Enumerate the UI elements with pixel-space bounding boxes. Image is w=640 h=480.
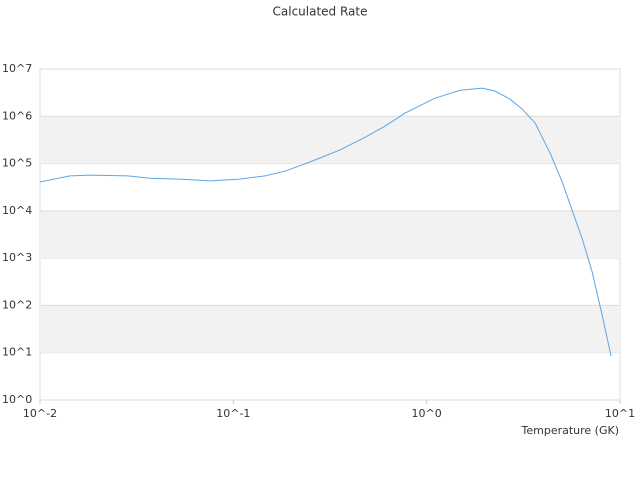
plot: 10^010^110^210^310^410^510^610^710^-2 10^…: [2, 62, 635, 420]
bands: [39, 68, 621, 401]
chart-title: Calculated Rate: [273, 5, 368, 19]
grid-band: [40, 210, 620, 259]
x-tick-label: 10^-2: [23, 407, 57, 420]
y-tick-label: 10^3: [2, 251, 32, 264]
y-tick-label: 10^4: [2, 204, 32, 217]
y-tick-label: 10^7: [2, 62, 32, 75]
x-tick-label: 10^0: [412, 407, 442, 420]
grid-band: [40, 116, 620, 164]
data-line: [39, 87, 612, 357]
x-axis-label: Temperature (GK): [521, 424, 620, 437]
y-tick-label: 10^2: [2, 298, 32, 311]
x-tick-label: 10^1: [605, 407, 635, 420]
y-tick-label: 10^5: [2, 157, 32, 170]
grid-band: [40, 305, 620, 353]
y-tick-label: 10^1: [2, 346, 32, 359]
x-tick-label: 10^-1: [216, 407, 250, 420]
y-tick-label: 10^6: [2, 109, 32, 122]
y-tick-label: 10^0: [2, 393, 32, 406]
